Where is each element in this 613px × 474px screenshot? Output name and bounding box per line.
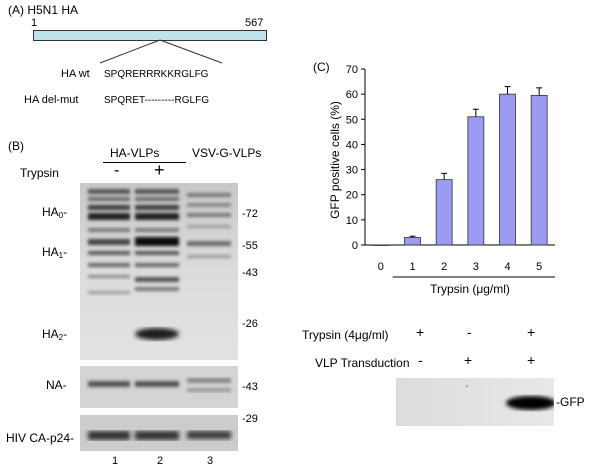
western-blot-p24: [80, 415, 238, 451]
western-blot-ha: [80, 183, 238, 360]
panel-a-title: H5N1 HA: [27, 3, 79, 17]
trypsin-minus: -: [114, 162, 120, 179]
bar: [499, 93, 516, 246]
y-tick-label: 20: [346, 190, 358, 202]
x-tick-label: 3: [473, 261, 479, 273]
chart-y-tick-labels: 0 10 20 30 40 50 60 70: [346, 64, 358, 252]
panel-c-label: (C): [313, 60, 330, 74]
y-tick-label: 70: [346, 64, 358, 76]
ha-vlps-underline: [103, 162, 186, 163]
y-tick-label: 40: [346, 139, 358, 151]
ha-wt-label: HA wt: [61, 68, 90, 80]
marker-43-na: -43: [242, 381, 258, 393]
bar: [404, 237, 421, 246]
x-tick-label: 5: [536, 261, 542, 273]
ha-wt-sequence: SPQRERRRKKRGLFG: [104, 69, 209, 80]
y-tick-label: 10: [346, 215, 358, 227]
chart-axes: [361, 68, 555, 278]
y-tick-label: 30: [346, 165, 358, 177]
transduction-row-lane1: -: [418, 352, 423, 368]
gfp-band-label: -GFP: [556, 395, 585, 409]
vsv-g-vlps-header: VSV-G-VLPs: [192, 146, 262, 160]
x-tick-label: 1: [409, 261, 415, 273]
x-tick-label: 0: [378, 261, 384, 273]
panel-b-label: (B): [8, 139, 24, 153]
ha0-label: HA0-: [42, 205, 68, 220]
marker-29: -29: [242, 413, 258, 425]
x-tick-label: 4: [504, 261, 510, 273]
marker-26: -26: [242, 318, 258, 330]
trypsin-plus: +: [154, 160, 165, 180]
chart-y-axis-label: GFP positive cells (%): [328, 101, 342, 219]
marker-43: -43: [242, 267, 258, 279]
lane-number-3: 3: [207, 455, 214, 467]
trypsin-row-lane2: -: [467, 324, 472, 340]
ha-del-mut-label: HA del-mut: [24, 94, 79, 106]
ha-del-mut-sequence: SPQRET---------RGLFG: [104, 95, 209, 106]
transduction-row-lane3: +: [527, 352, 536, 368]
ha1-label: HA1-: [42, 245, 68, 260]
transduction-row-lane2: +: [464, 352, 473, 368]
y-tick-label: 60: [346, 89, 358, 101]
ha2-label: HA2-: [42, 327, 68, 342]
sequence-start: 1: [31, 17, 38, 29]
cleavage-site-zoom-lines: [99, 39, 223, 64]
ha-vlps-header: HA-VLPs: [110, 146, 160, 160]
panel-a-label: (A): [8, 3, 24, 17]
lane-number-2: 2: [157, 455, 164, 467]
na-label: NA-: [46, 378, 67, 392]
hiv-ca-p24-label: HIV CA-p24-: [6, 431, 75, 445]
x-tick-label: 2: [441, 261, 447, 273]
y-tick-label: 50: [346, 114, 358, 126]
chart-x-axis-label: Trypsin (μg/ml): [430, 282, 510, 296]
sequence-end: 567: [245, 17, 264, 29]
trypsin-row-lane3: +: [527, 324, 536, 340]
western-blot-gfp: [396, 378, 554, 426]
bar: [530, 95, 548, 246]
marker-55: -55: [242, 240, 258, 252]
chart-x-tick-labels: 0 1 2 3 4 5: [378, 261, 542, 273]
trypsin-row-lane1: +: [416, 324, 425, 340]
lane-number-1: 1: [112, 455, 119, 467]
bar: [372, 244, 390, 246]
y-tick-label: 0: [352, 240, 358, 252]
bar: [435, 179, 453, 246]
trypsin-label: Trypsin: [20, 166, 59, 180]
trypsin-4ugml-label: Trypsin (4μg/ml): [302, 328, 389, 342]
chart-bars: [372, 86, 548, 246]
bar: [467, 116, 485, 246]
western-blot-na: [80, 366, 238, 408]
marker-72: -72: [242, 208, 258, 220]
ha-protein-bar: [33, 30, 267, 41]
vlp-transduction-label: VLP Transduction: [315, 356, 410, 370]
